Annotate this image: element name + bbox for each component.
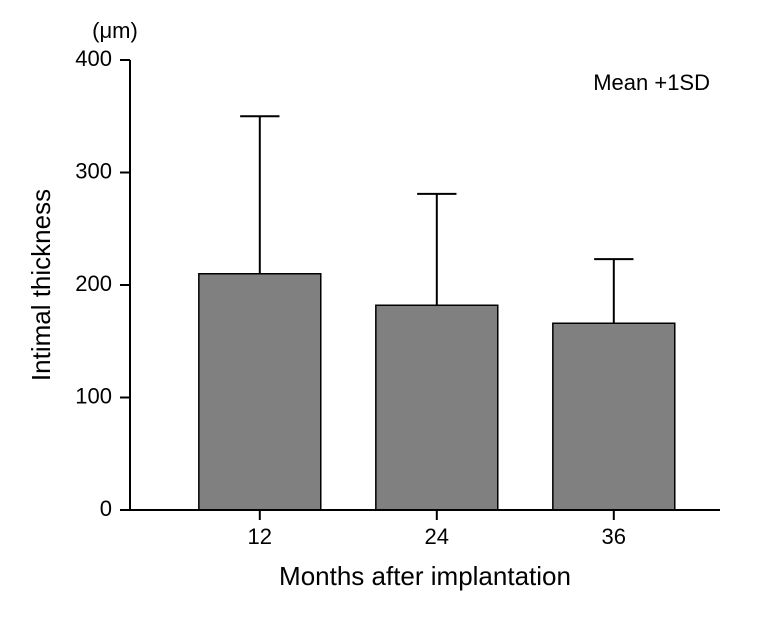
x-axis-title: Months after implantation (279, 561, 571, 591)
bar-chart: 0 100 200 300 400 12 24 36 (μm) Intimal thickness… (0, 0, 764, 624)
x-tick-label: 12 (248, 524, 272, 549)
bar (376, 305, 498, 510)
legend-text: Mean +1SD (593, 70, 710, 95)
y-tick-label: 400 (75, 46, 112, 71)
bar (553, 323, 675, 510)
x-tick-label: 24 (425, 524, 449, 549)
y-axis-title: Intimal thickness (26, 189, 56, 381)
x-tick-label: 36 (602, 524, 626, 549)
y-tick-label: 100 (75, 383, 112, 408)
y-tick-label: 0 (100, 496, 112, 521)
y-tick-label: 300 (75, 158, 112, 183)
bar (199, 274, 321, 510)
y-unit-label: (μm) (92, 18, 138, 43)
y-tick-label: 200 (75, 271, 112, 296)
chart-container: 0 100 200 300 400 12 24 36 (μm) Intimal thickness… (0, 0, 764, 624)
